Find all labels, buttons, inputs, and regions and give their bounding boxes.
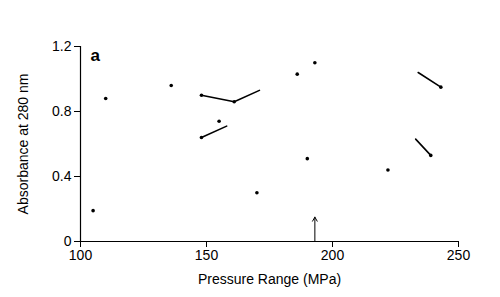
svg-text:250: 250: [447, 247, 471, 263]
svg-text:200: 200: [321, 247, 345, 263]
svg-text:1.2: 1.2: [52, 38, 72, 54]
svg-text:150: 150: [195, 247, 219, 263]
svg-text:a: a: [91, 46, 101, 65]
svg-text:Pressure Range (MPa): Pressure Range (MPa): [198, 271, 341, 287]
svg-text:0: 0: [63, 233, 72, 249]
svg-text:0.4: 0.4: [52, 168, 72, 184]
svg-text:0.8: 0.8: [52, 103, 72, 119]
svg-text:100: 100: [69, 247, 93, 263]
svg-text:Absorbance at 280 nm: Absorbance at 280 nm: [15, 74, 31, 215]
